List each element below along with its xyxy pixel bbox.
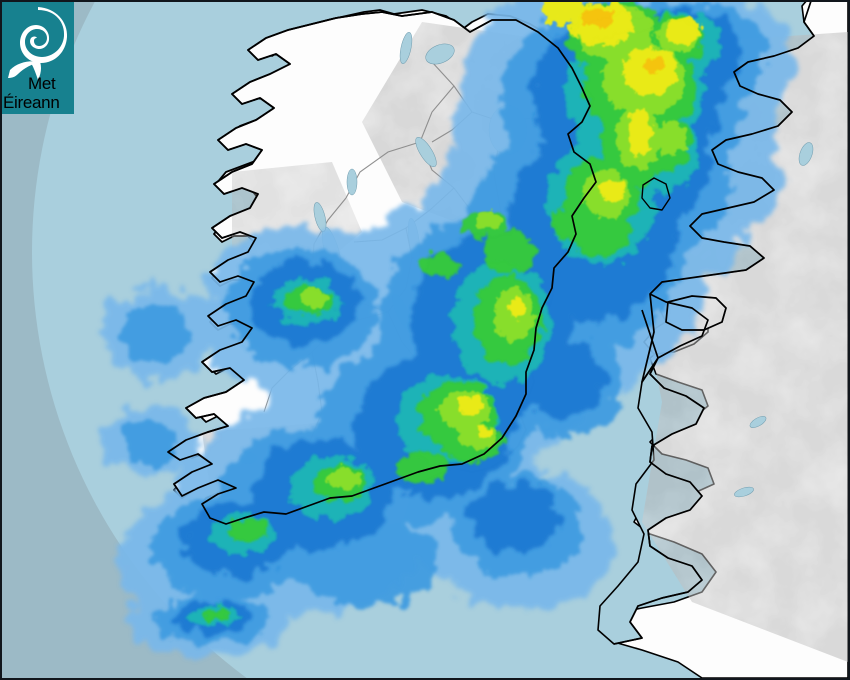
lake-scotland-loch: [798, 142, 814, 166]
precip-amber: [582, 8, 665, 74]
met-eireann-spiral-icon: [8, 7, 68, 80]
lake-wales-vyrnwy: [734, 486, 754, 498]
coastline-anglesey-overlay: [665, 295, 727, 331]
lake-lough-foyle: [425, 43, 455, 65]
coastline-britain-overlay: [641, 2, 815, 383]
met-eireann-logo[interactable]: Met Éireann: [2, 2, 74, 114]
precip-yellow: [458, 2, 702, 438]
coastline-ireland-overlay: [167, 11, 597, 525]
lake-lough-swilly: [399, 32, 413, 64]
coastline-isle-of-man-overlay: [641, 177, 671, 211]
logo-line-2: Éireann: [3, 93, 60, 112]
logo-line-1: Met: [28, 74, 56, 93]
coastline-wales-overlay: [613, 293, 709, 645]
lake-lough-conn: [346, 168, 358, 196]
lake-lough-erne: [415, 136, 437, 168]
lake-wales-bala: [749, 416, 767, 428]
